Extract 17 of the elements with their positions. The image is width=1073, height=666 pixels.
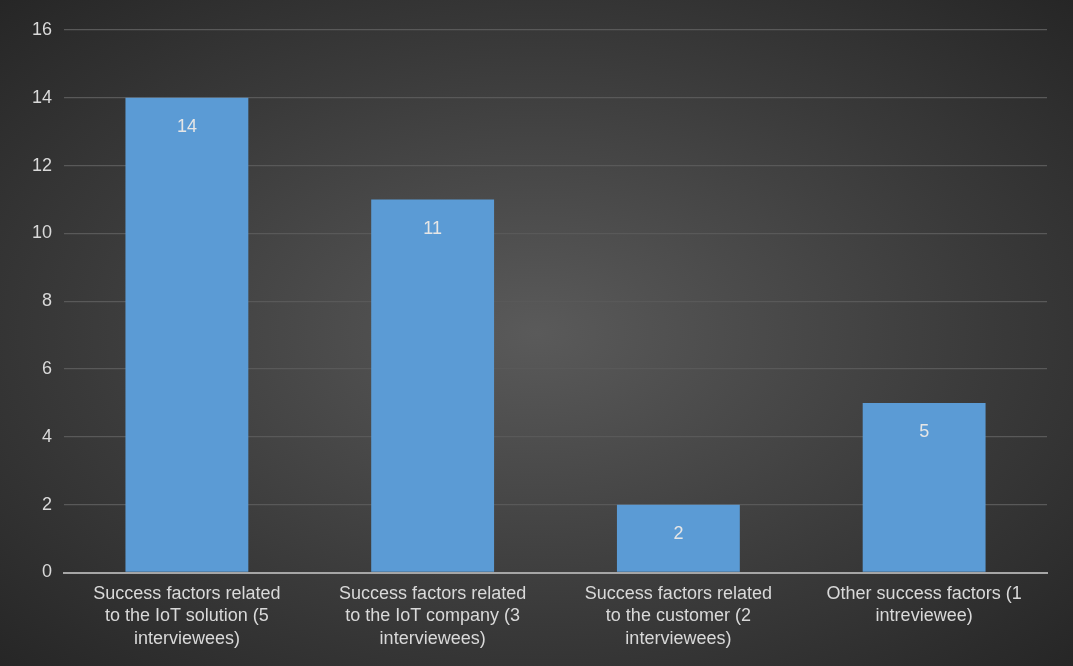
y-tick-label: 6: [42, 358, 53, 379]
x-tick-label: Success factors related to the customer (2 interviewees): [584, 582, 772, 648]
data-label: 2: [673, 522, 684, 543]
x-tick-label: Success factors related to the IoT company (3 interviewees): [339, 582, 527, 648]
x-tick-label: Success factors related to the IoT solution (5 interviewees): [93, 582, 281, 648]
y-tick-label: 16: [31, 18, 53, 39]
x-tick-label: Other success factors (1 intreviewee): [826, 582, 1022, 626]
y-tick-label: 2: [42, 493, 53, 514]
data-label: 14: [176, 115, 197, 136]
y-tick-label: 10: [31, 222, 53, 243]
y-tick-label: 8: [42, 290, 53, 311]
y-tick-label: 12: [31, 154, 53, 175]
y-tick-label: 4: [42, 425, 53, 446]
y-tick-label: 0: [42, 561, 53, 582]
data-label: 11: [423, 217, 442, 238]
data-label: 5: [919, 420, 930, 441]
y-tick-label: 14: [31, 86, 53, 107]
